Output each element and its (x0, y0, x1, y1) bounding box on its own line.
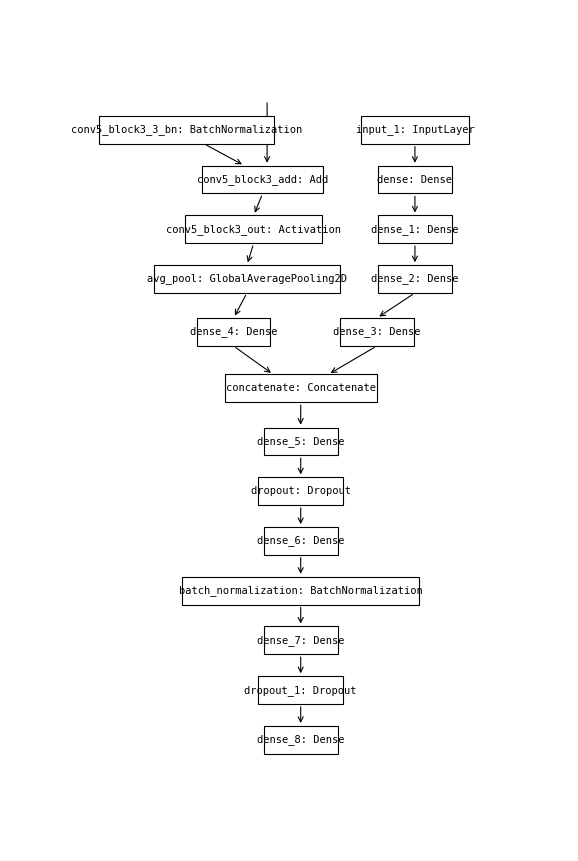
FancyBboxPatch shape (264, 726, 338, 753)
FancyBboxPatch shape (197, 318, 271, 346)
Text: dense_4: Dense: dense_4: Dense (190, 326, 277, 338)
Text: conv5_block3_3_bn: BatchNormalization: conv5_block3_3_bn: BatchNormalization (71, 124, 302, 135)
Text: dense_6: Dense: dense_6: Dense (257, 536, 344, 547)
FancyBboxPatch shape (378, 265, 452, 293)
Text: dense_3: Dense: dense_3: Dense (333, 326, 421, 338)
Text: dense: Dense: dense: Dense (377, 175, 453, 184)
FancyBboxPatch shape (378, 165, 452, 194)
FancyBboxPatch shape (264, 527, 338, 554)
Text: conv5_block3_out: Activation: conv5_block3_out: Activation (166, 224, 341, 235)
FancyBboxPatch shape (378, 215, 452, 243)
Text: conv5_block3_add: Add: conv5_block3_add: Add (197, 174, 328, 185)
Text: dense_2: Dense: dense_2: Dense (371, 274, 459, 284)
Text: dropout: Dropout: dropout: Dropout (251, 486, 351, 496)
FancyBboxPatch shape (186, 215, 322, 243)
FancyBboxPatch shape (258, 477, 343, 505)
Text: concatenate: Concatenate: concatenate: Concatenate (225, 383, 376, 393)
FancyBboxPatch shape (202, 165, 323, 194)
FancyBboxPatch shape (258, 676, 343, 704)
Text: batch_normalization: BatchNormalization: batch_normalization: BatchNormalization (179, 585, 423, 596)
Text: dense_8: Dense: dense_8: Dense (257, 734, 344, 746)
FancyBboxPatch shape (99, 116, 274, 144)
Text: dense_5: Dense: dense_5: Dense (257, 436, 344, 447)
FancyBboxPatch shape (182, 577, 420, 604)
FancyBboxPatch shape (154, 265, 340, 293)
FancyBboxPatch shape (264, 627, 338, 654)
Text: input_1: InputLayer: input_1: InputLayer (355, 124, 475, 135)
Text: avg_pool: GlobalAveragePooling2D: avg_pool: GlobalAveragePooling2D (147, 274, 347, 284)
Text: dense_1: Dense: dense_1: Dense (371, 224, 459, 235)
FancyBboxPatch shape (361, 116, 469, 144)
Text: dense_7: Dense: dense_7: Dense (257, 635, 344, 646)
FancyBboxPatch shape (340, 318, 414, 346)
FancyBboxPatch shape (224, 375, 377, 402)
Text: dropout_1: Dropout: dropout_1: Dropout (244, 684, 357, 696)
FancyBboxPatch shape (264, 428, 338, 455)
